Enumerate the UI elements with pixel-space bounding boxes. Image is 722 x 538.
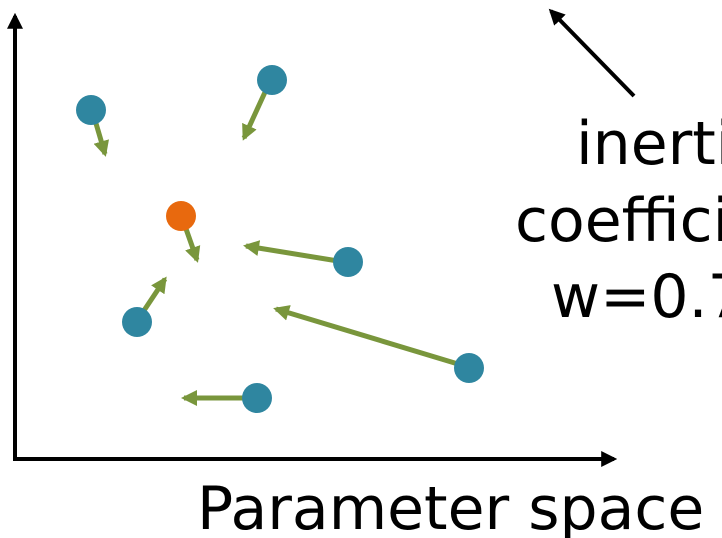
particle — [242, 383, 272, 413]
velocity-arrow — [140, 276, 168, 314]
annotation-arrow — [548, 8, 636, 98]
velocity-arrow — [243, 240, 339, 264]
best-particle — [166, 201, 196, 231]
velocity-arrow — [241, 88, 269, 141]
particle — [122, 307, 152, 337]
velocity-arrow — [273, 305, 459, 367]
particle — [454, 353, 484, 383]
x-axis-label: Parameter space — [197, 474, 704, 538]
velocity-arrow — [182, 225, 201, 263]
annotation-line-1: inertia — [576, 109, 722, 179]
particle — [257, 65, 287, 95]
annotation-line-2: coefficient — [515, 186, 722, 256]
particle — [333, 247, 363, 277]
particle — [76, 95, 106, 125]
velocity-arrow — [92, 119, 110, 157]
annotation-line-3: w=0.7 — [551, 262, 722, 332]
